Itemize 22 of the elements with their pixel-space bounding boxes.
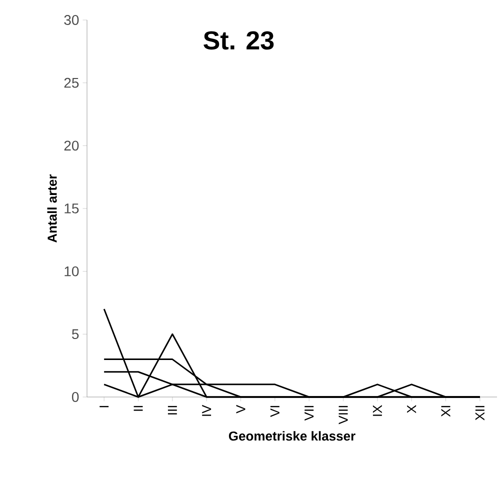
x-tick-label: XII <box>475 406 484 420</box>
x-tick-label: V <box>236 404 246 414</box>
x-axis-title: Geometriske klasser <box>228 431 356 441</box>
x-tick-label: IX <box>372 405 382 416</box>
x-tick-label: IV <box>202 404 212 416</box>
y-axis-title: Antall arter <box>47 174 57 242</box>
y-tick-label: 20 <box>64 140 79 151</box>
y-tick-label: 25 <box>64 78 79 88</box>
x-tick-label: VIII <box>338 406 348 424</box>
x-tick-label: XI <box>441 406 450 417</box>
x-tick-label: II <box>134 406 143 411</box>
y-tick-label: 15 <box>64 204 79 214</box>
y-tick-label: 10 <box>64 266 79 276</box>
x-tick-label: I <box>100 406 109 408</box>
x-tick-label: VI <box>270 406 280 417</box>
x-tick-label: X <box>407 405 416 414</box>
chart-title: St. 23 <box>204 31 274 50</box>
y-tick-label: 0 <box>72 392 79 402</box>
y-tick-label: 30 <box>64 15 79 25</box>
y-tick-label: 5 <box>72 329 79 340</box>
x-tick-label: III <box>168 406 177 414</box>
x-tick-label: VII <box>304 406 314 421</box>
